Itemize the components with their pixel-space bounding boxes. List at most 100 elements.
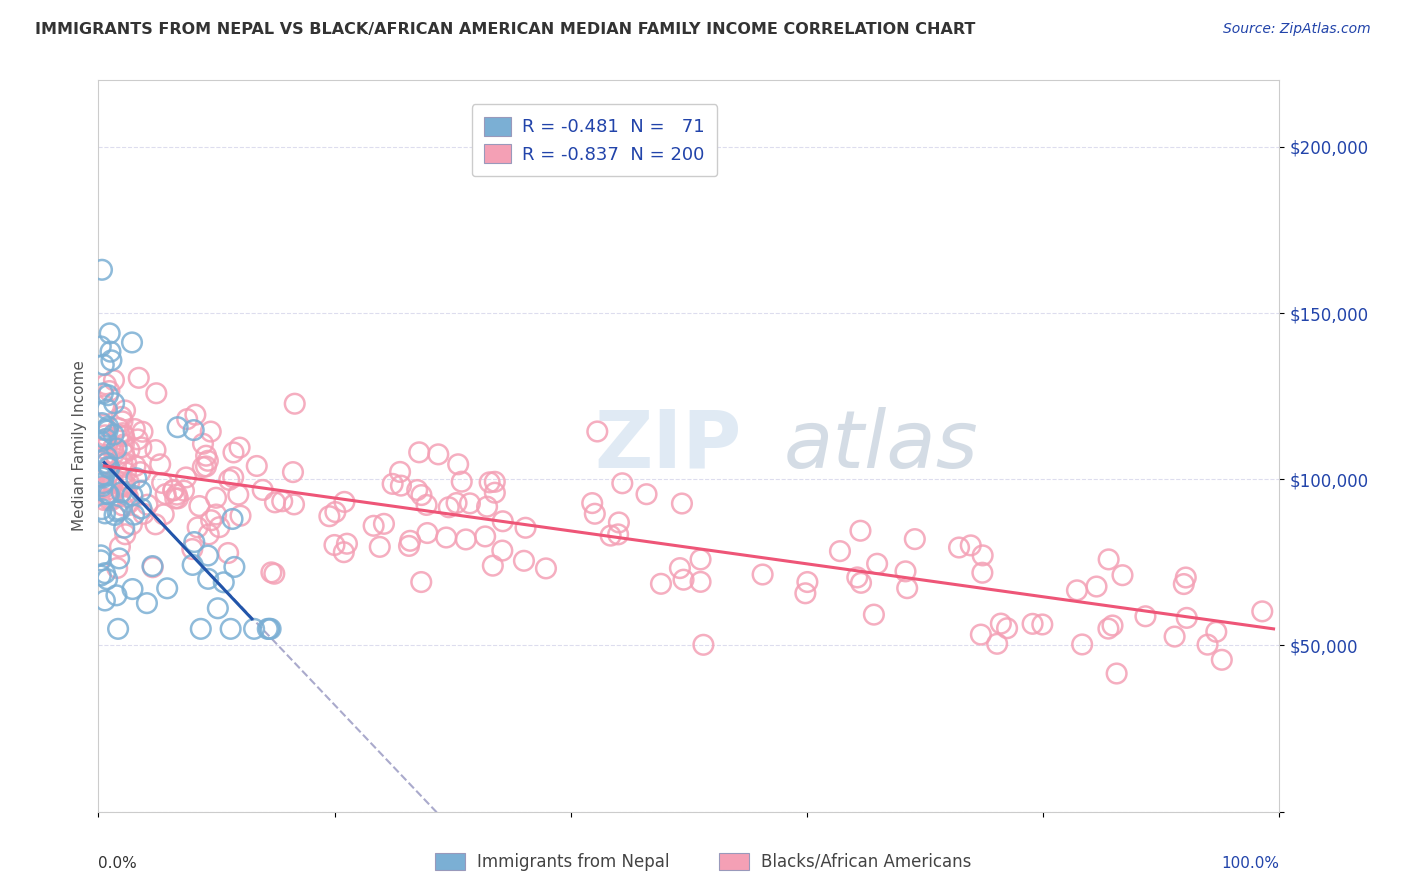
Point — [427, 447, 450, 461]
Point — [200, 513, 222, 527]
Point — [1071, 637, 1094, 651]
Point — [108, 540, 131, 554]
Point — [121, 335, 143, 350]
Point — [98, 384, 121, 398]
Point — [197, 454, 219, 468]
Point — [90, 549, 112, 563]
Point — [129, 484, 152, 499]
Point — [381, 476, 404, 491]
Point — [1211, 653, 1233, 667]
Point — [484, 475, 506, 489]
Point — [111, 426, 134, 441]
Point — [217, 546, 239, 560]
Point — [636, 487, 658, 501]
Point — [896, 581, 918, 595]
Point — [259, 622, 281, 636]
Point — [454, 533, 477, 547]
Point — [263, 566, 285, 581]
Point — [1105, 666, 1128, 681]
Point — [110, 485, 132, 500]
Point — [205, 508, 228, 522]
Point — [121, 582, 143, 596]
Point — [1101, 618, 1123, 632]
Point — [90, 568, 112, 582]
Point — [112, 479, 135, 493]
Point — [94, 566, 117, 581]
Point — [174, 470, 197, 484]
Point — [93, 493, 115, 508]
Point — [612, 476, 634, 491]
Point — [136, 498, 159, 512]
Text: 0.0%: 0.0% — [98, 855, 138, 871]
Point — [94, 377, 117, 392]
Point — [208, 520, 231, 534]
Point — [986, 637, 1008, 651]
Point — [145, 386, 167, 401]
Point — [513, 554, 536, 568]
Point — [112, 446, 135, 460]
Point — [97, 487, 120, 501]
Point — [224, 560, 246, 574]
Point — [131, 441, 153, 455]
Point — [114, 527, 136, 541]
Point — [91, 479, 114, 493]
Point — [333, 495, 356, 509]
Point — [94, 480, 117, 494]
Point — [142, 560, 165, 574]
Point — [398, 539, 420, 553]
Point — [131, 501, 153, 516]
Text: Source: ZipAtlas.com: Source: ZipAtlas.com — [1223, 22, 1371, 37]
Point — [111, 414, 134, 428]
Point — [1175, 611, 1198, 625]
Point — [176, 412, 198, 426]
Point — [1173, 577, 1195, 591]
Point — [1197, 638, 1219, 652]
Point — [191, 460, 214, 475]
Point — [107, 622, 129, 636]
Point — [866, 557, 889, 571]
Point — [114, 403, 136, 417]
Point — [534, 561, 557, 575]
Point — [482, 558, 505, 573]
Text: IMMIGRANTS FROM NEPAL VS BLACK/AFRICAN AMERICAN MEDIAN FAMILY INCOME CORRELATION: IMMIGRANTS FROM NEPAL VS BLACK/AFRICAN A… — [35, 22, 976, 37]
Point — [91, 476, 114, 491]
Point — [183, 423, 205, 437]
Point — [96, 456, 118, 470]
Point — [93, 467, 115, 482]
Point — [318, 509, 340, 524]
Point — [221, 512, 243, 526]
Point — [970, 627, 993, 641]
Point — [122, 508, 145, 522]
Point — [446, 496, 468, 510]
Point — [474, 529, 496, 543]
Point — [1251, 604, 1274, 618]
Point — [93, 358, 115, 372]
Point — [586, 425, 609, 439]
Point — [411, 575, 433, 590]
Point — [475, 500, 498, 514]
Point — [90, 416, 112, 430]
Point — [195, 449, 218, 463]
Point — [97, 388, 120, 402]
Point — [162, 483, 184, 498]
Point — [184, 408, 207, 422]
Point — [101, 475, 124, 489]
Point — [1174, 570, 1197, 584]
Point — [246, 458, 269, 473]
Text: ZIP: ZIP — [595, 407, 742, 485]
Point — [162, 483, 184, 497]
Point — [581, 496, 603, 510]
Point — [125, 471, 148, 485]
Point — [828, 544, 851, 558]
Point — [114, 478, 136, 492]
Point — [325, 505, 347, 519]
Point — [97, 424, 120, 438]
Point — [98, 326, 121, 341]
Point — [93, 399, 115, 413]
Point — [894, 565, 917, 579]
Point — [599, 528, 621, 542]
Point — [990, 616, 1012, 631]
Point — [94, 423, 117, 437]
Point — [96, 450, 118, 465]
Point — [103, 373, 125, 387]
